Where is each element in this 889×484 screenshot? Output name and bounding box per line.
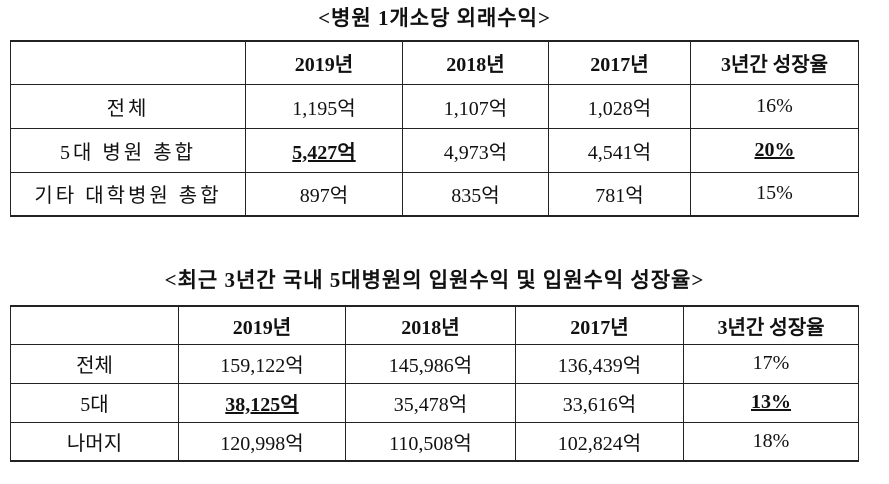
corner-cell xyxy=(10,40,246,85)
corner-cell xyxy=(10,305,179,345)
row-label: 나머지 xyxy=(10,421,179,462)
cell: 120,998억 xyxy=(178,421,346,462)
cell: 15% xyxy=(690,171,859,217)
emphasis-text: 38,125억 xyxy=(225,394,299,416)
row: 5대 38,125억 35,478억 33,616억 13% xyxy=(10,382,859,423)
cell: 17% xyxy=(683,343,859,384)
emphasis-text: 13% xyxy=(751,391,791,413)
header-cell: 2018년 xyxy=(345,305,516,345)
cell: 4,541억 xyxy=(548,127,691,173)
cell: 1,107억 xyxy=(402,83,549,129)
emphasis-text: 5,427억 xyxy=(292,141,356,164)
cell: 159,122억 xyxy=(178,343,346,384)
cell: 13% xyxy=(683,382,859,423)
header-cell: 3년간 성장율 xyxy=(690,40,859,85)
cell: 16% xyxy=(690,83,859,129)
table: 2019년 2018년 2017년 3년간 성장율 전체 159,122억 14… xyxy=(10,305,859,462)
row-label: 전체 xyxy=(10,343,179,384)
cell: 897억 xyxy=(245,171,403,217)
table-title: <최근 3년간 국내 5대병원의 입원수익 및 입원수익 성장율> xyxy=(164,268,705,292)
row: 전체 159,122억 145,986억 136,439억 17% xyxy=(10,343,859,384)
row-label: 전체 xyxy=(10,83,246,129)
row: 5대 병원 총합 5,427억 4,973억 4,541억 20% xyxy=(10,127,859,173)
header-cell: 3년간 성장율 xyxy=(683,305,859,345)
header-row: 2019년 2018년 2017년 3년간 성장율 xyxy=(10,40,859,85)
cell: 1,028억 xyxy=(548,83,691,129)
cell: 145,986억 xyxy=(345,343,516,384)
cell: 38,125억 xyxy=(178,382,346,423)
header-cell: 2017년 xyxy=(515,305,684,345)
cell: 5,427억 xyxy=(245,127,403,173)
cell: 35,478억 xyxy=(345,382,516,423)
table-title: <병원 1개소당 외래수익> xyxy=(318,6,551,30)
header-cell: 2017년 xyxy=(548,40,691,85)
header-row: 2019년 2018년 2017년 3년간 성장율 xyxy=(10,305,859,345)
row-label: 5대 병원 총합 xyxy=(10,127,246,173)
row-label: 기타 대학병원 총합 xyxy=(10,171,246,217)
cell: 4,973억 xyxy=(402,127,549,173)
cell: 102,824억 xyxy=(515,421,684,462)
cell: 18% xyxy=(683,421,859,462)
row: 나머지 120,998억 110,508억 102,824억 18% xyxy=(10,421,859,462)
cell: 1,195억 xyxy=(245,83,403,129)
cell: 110,508억 xyxy=(345,421,516,462)
header-cell: 2019년 xyxy=(178,305,346,345)
cell: 20% xyxy=(690,127,859,173)
cell: 33,616억 xyxy=(515,382,684,423)
table: 2019년 2018년 2017년 3년간 성장율 전체 1,195억 1,10… xyxy=(10,40,859,217)
row: 기타 대학병원 총합 897억 835억 781억 15% xyxy=(10,171,859,217)
header-cell: 2018년 xyxy=(402,40,549,85)
cell: 781억 xyxy=(548,171,691,217)
cell: 136,439억 xyxy=(515,343,684,384)
cell: 835억 xyxy=(402,171,549,217)
row-label: 5대 xyxy=(10,382,179,423)
row: 전체 1,195억 1,107억 1,028억 16% xyxy=(10,83,859,129)
emphasis-text: 20% xyxy=(754,138,795,161)
header-cell: 2019년 xyxy=(245,40,403,85)
